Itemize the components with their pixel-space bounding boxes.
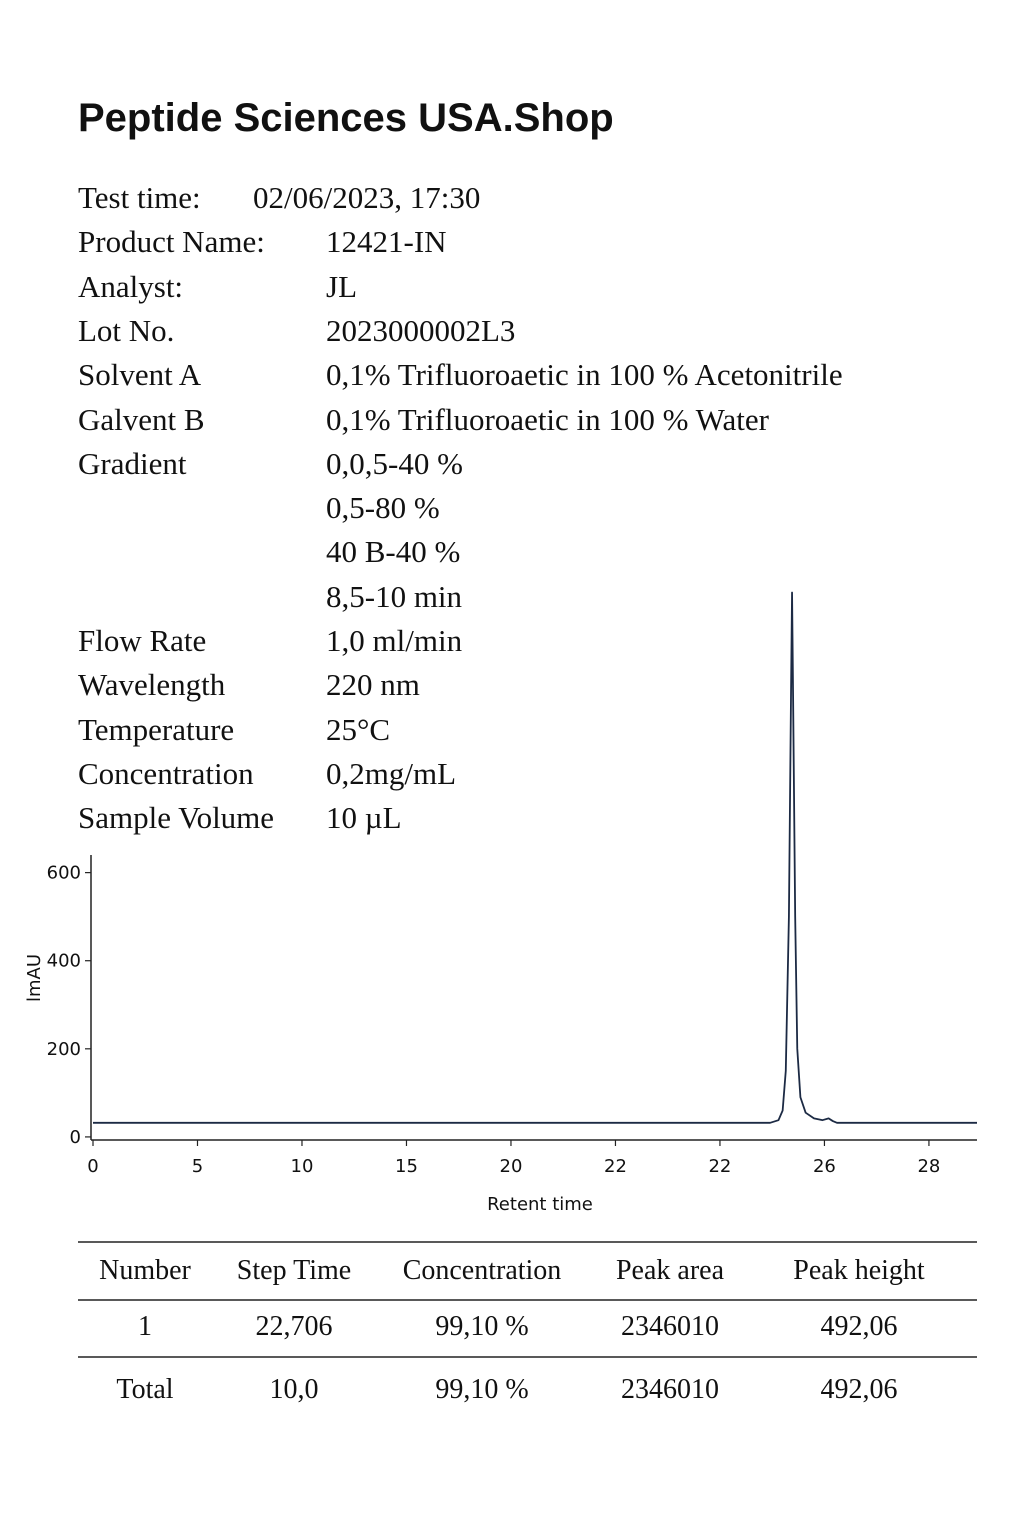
table-header: Step Time — [236, 1255, 352, 1286]
field-label: Sample Volume — [78, 800, 275, 836]
field-label: Product Name: — [78, 224, 265, 260]
field-label: Gradient — [78, 445, 187, 481]
table-cell: 99,10 % — [435, 1311, 529, 1342]
table-cell: 492,06 — [820, 1311, 898, 1342]
field-label: Analyst: — [78, 268, 184, 304]
table-header: Peak area — [615, 1255, 725, 1286]
field-value: 1,0 ml/min — [326, 623, 463, 658]
field-value: 8,5-10 min — [326, 578, 463, 614]
field-value: 40 B-40 % — [326, 534, 461, 570]
field-value: 10 µL — [326, 800, 402, 836]
table-cell: 492,06 — [820, 1374, 898, 1405]
chromatogram-line — [93, 591, 977, 1124]
field-value: 25°C — [326, 711, 391, 747]
x-tick-label: 15 — [395, 1156, 418, 1177]
table-cell: 2346010 — [621, 1311, 719, 1342]
field-value: 0,0,5-40 % — [326, 445, 463, 481]
x-tick-label: 20 — [500, 1156, 523, 1177]
x-tick-label: 0 — [87, 1156, 98, 1177]
x-tick-label: 10 — [291, 1156, 314, 1177]
field-value: 2023000002L3 — [326, 312, 516, 348]
x-tick-label: 28 — [917, 1156, 940, 1177]
x-tick-label: 22 — [708, 1156, 731, 1177]
field-value: 0,5-80 % — [326, 490, 440, 526]
field-value: 0,1% Trifluoroaetic in 100 % Water — [326, 401, 769, 437]
table-header: Peak height — [793, 1255, 925, 1286]
y-tick-label: 0 — [70, 1127, 81, 1148]
field-value: 02/06/2023, 17:30 — [253, 180, 481, 215]
table-cell: 99,10 % — [435, 1374, 529, 1405]
table-cell: 1 — [138, 1311, 152, 1342]
field-label: Concentration — [78, 755, 254, 791]
table-header: Number — [99, 1255, 191, 1286]
x-tick-label: 26 — [813, 1156, 836, 1177]
field-label: Lot No. — [78, 312, 175, 348]
field-label: Temperature — [78, 711, 235, 747]
y-tick-label: 200 — [47, 1039, 81, 1060]
x-tick-label: 22 — [604, 1156, 627, 1177]
field-value: 220 nm — [326, 667, 420, 703]
field-value: JL — [326, 268, 357, 304]
field-label: Flow Rate — [78, 623, 207, 658]
field-label: Wavelength — [78, 667, 226, 703]
y-axis-label: lmAU — [24, 954, 45, 1002]
title: Peptide Sciences USA.Shop — [78, 96, 614, 140]
table-cell: Total — [116, 1374, 174, 1405]
table-cell: 2346010 — [621, 1374, 719, 1405]
field-label: Galvent B — [78, 401, 205, 437]
table-header: Concentration — [402, 1255, 562, 1286]
table-cell: 10,0 — [269, 1374, 319, 1405]
y-tick-label: 600 — [47, 863, 81, 884]
field-label: Test time: — [78, 180, 201, 215]
field-value: 0,1% Trifluoroaetic in 100 % Acetonitril… — [326, 357, 843, 393]
x-axis-label: Retent time — [487, 1194, 593, 1215]
table-cell: 22,706 — [255, 1311, 333, 1342]
x-tick-label: 5 — [192, 1156, 203, 1177]
y-tick-label: 400 — [47, 951, 81, 972]
field-value: 12421-IN — [326, 224, 447, 260]
field-label: Solvent A — [78, 357, 202, 393]
field-value: 0,2mg/mL — [326, 755, 457, 791]
